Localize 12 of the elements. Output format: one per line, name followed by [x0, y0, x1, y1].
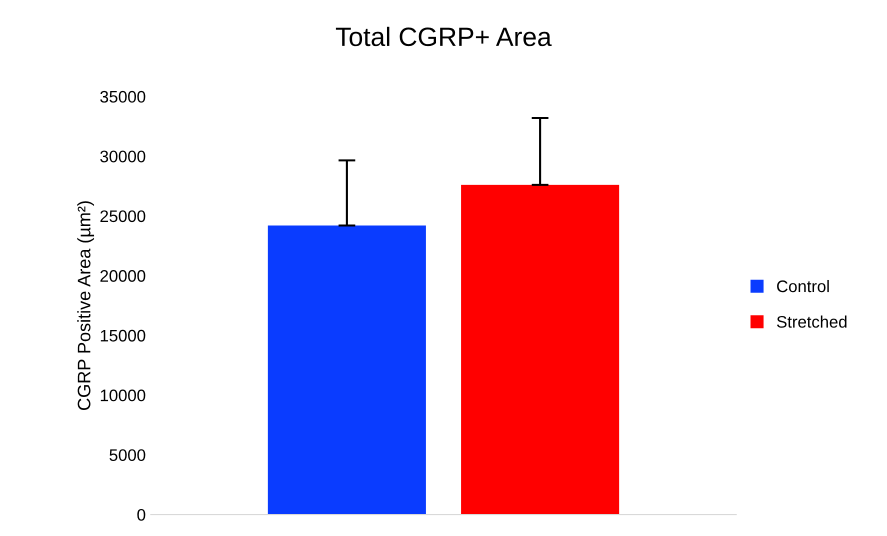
y-tick-label: 10000 — [100, 390, 146, 402]
y-tick-label: 20000 — [100, 270, 146, 282]
chart-title: Total CGRP+ Area — [336, 26, 552, 46]
legend-label: Control — [777, 280, 829, 292]
y-tick-label: 25000 — [100, 210, 146, 222]
y-tick-label: 0 — [137, 508, 146, 521]
y-tick-label: 5000 — [110, 449, 146, 462]
y-tick-label: 30000 — [100, 150, 146, 162]
legend-label: Stretched — [776, 316, 846, 328]
y-axis-title: CGRP Positive Area (µm²) — [77, 201, 94, 410]
y-tick-label: 35000 — [100, 90, 146, 103]
y-tick-label: 15000 — [100, 330, 146, 342]
